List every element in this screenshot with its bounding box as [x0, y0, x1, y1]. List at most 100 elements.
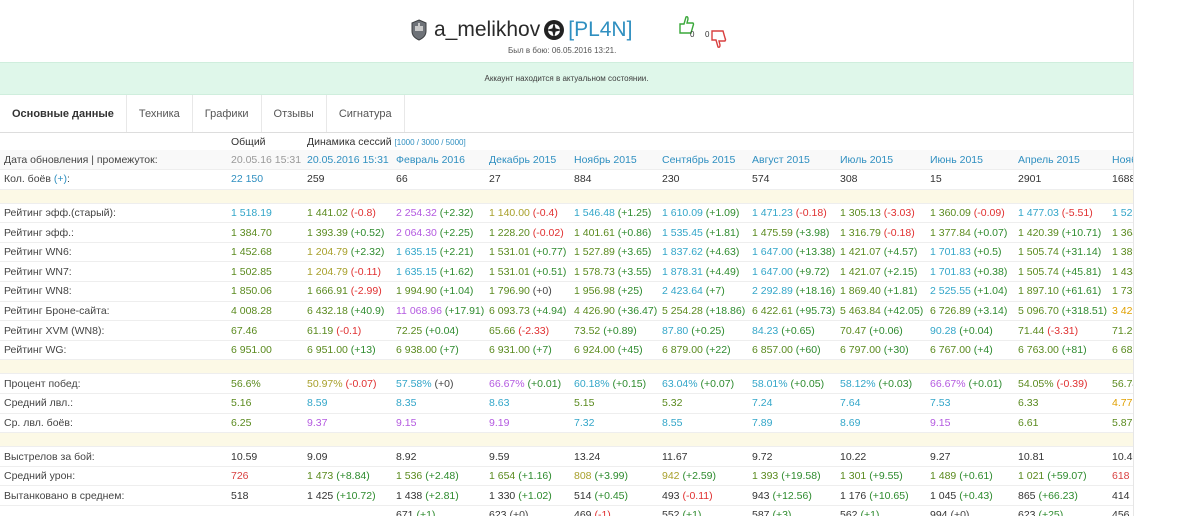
period-cell: 8.55: [658, 413, 748, 434]
period-value: 1 535.45: [662, 226, 703, 239]
row-label: Рейтинг эфф.(старый):: [0, 203, 227, 224]
table-row: Вытанковано в среднем: 518 1 425 (+10.72) 1…: [0, 485, 1133, 506]
period-delta: (+10.71): [1061, 226, 1102, 239]
battles-count: 66: [392, 169, 485, 190]
period-value: 2 064.30: [396, 226, 437, 239]
period-cell: 1 654 (+1.16): [485, 466, 570, 487]
period-cell: 5.32: [658, 393, 748, 414]
period-delta: (+22): [705, 344, 731, 357]
period-link[interactable]: Декабрь 2015: [485, 150, 570, 171]
tab-signature[interactable]: Сигнатура: [327, 95, 405, 132]
period-cell: 1 666.91 (-2.99): [303, 281, 392, 302]
period-link[interactable]: Июнь 2015: [926, 150, 1014, 171]
clan-emblem-icon[interactable]: [543, 19, 565, 41]
period-delta: (-1): [594, 509, 611, 516]
period-value: 84.23: [752, 324, 779, 337]
row-label: Рейтинг Броне-сайта:: [0, 301, 227, 322]
overall-value: 1 850.06: [227, 281, 303, 302]
period-value: 71.44: [1018, 324, 1045, 337]
period-value: 1 473: [307, 470, 334, 483]
period-value: 1 546.48: [574, 206, 615, 219]
period-delta: (+42.05): [883, 304, 924, 317]
period-cell: 1 737: [1108, 281, 1133, 302]
period-delta: (+0.06): [869, 324, 903, 337]
clan-tag-link[interactable]: [PL4N]: [568, 18, 633, 41]
period-link[interactable]: Февраль 2016: [392, 150, 485, 171]
period-cell: 6 924.00 (+45): [570, 340, 658, 361]
period-link[interactable]: Ноябр: [1108, 150, 1133, 171]
period-cell: 84.23 (+0.65): [748, 320, 836, 341]
table-row: 671 (+1) 623 (+0) 469 (-1) 552 (+1) 587 (+3)…: [0, 505, 1133, 516]
period-value: 11.67: [662, 450, 688, 463]
period-cell: 1 393 (+19.58): [748, 466, 836, 487]
period-link[interactable]: Июль 2015: [836, 150, 926, 171]
period-cell: 1 420.39 (+10.71): [1014, 222, 1108, 243]
period-cell: 71.44 (-3.31): [1014, 320, 1108, 341]
period-cell: 623 (+0): [485, 505, 570, 516]
period-value: 1 956.98: [574, 285, 615, 298]
tab-charts[interactable]: Графики: [193, 95, 262, 132]
period-value: 5 463.84: [840, 304, 881, 317]
spacer-cell: [0, 359, 1133, 375]
period-cell: 9.27: [926, 446, 1014, 467]
row-label: Средний урон:: [0, 466, 227, 487]
dynamics-range-links[interactable]: [1000 / 3000 / 5000]: [394, 137, 466, 147]
period-cell: 6 797.00 (+30): [836, 340, 926, 361]
period-link[interactable]: Сентябрь 2015: [658, 150, 748, 171]
period-cell: 58.01% (+0.05): [748, 373, 836, 395]
period-value: 9.15: [930, 416, 951, 429]
period-value: 9.09: [307, 450, 328, 463]
period-value: 6 432.18: [307, 304, 348, 317]
period-cell: 61.19 (-0.1): [303, 320, 392, 341]
period-delta: (-0.02): [532, 226, 564, 239]
row-label: Выстрелов за бой:: [0, 446, 227, 467]
period-value: 1 635.15: [396, 246, 437, 259]
tab-main-data[interactable]: Основные данные: [0, 95, 127, 132]
period-value: 493: [662, 489, 680, 502]
period-delta: (-0.11): [350, 265, 381, 278]
period-value: 1 420.39: [1018, 226, 1059, 239]
battles-count: 2901: [1014, 169, 1108, 190]
period-delta: (+0.25): [691, 324, 725, 337]
period-value: 6 763.00: [1018, 344, 1059, 357]
period-delta: (-5.51): [1061, 206, 1093, 219]
period-value: 7.64: [840, 397, 861, 410]
period-value: 1 737: [1112, 285, 1133, 298]
period-cell: 1 635.15 (+1.62): [392, 261, 485, 283]
tab-reviews[interactable]: Отзывы: [262, 95, 327, 132]
period-delta: (-0.18): [883, 226, 915, 239]
battles-expand-link[interactable]: (+): [53, 173, 68, 186]
period-delta: (+13.38): [795, 246, 836, 259]
period-value: 1 316.79: [840, 226, 881, 239]
period-link[interactable]: Апрель 2015: [1014, 150, 1108, 171]
period-link[interactable]: 20.05.2016 15:31: [303, 150, 392, 171]
period-link[interactable]: Август 2015: [748, 150, 836, 171]
period-cell: 10.22: [836, 446, 926, 467]
period-delta: (+13): [350, 344, 376, 357]
period-delta: (+7): [705, 285, 725, 298]
period-delta: (+0.38): [973, 265, 1008, 278]
period-cell: 90.28 (+0.04): [926, 320, 1014, 341]
period-value: 66.67%: [930, 377, 966, 390]
period-cell: 5 096.70 (+318.51): [1014, 301, 1108, 322]
overall-value: 6 951.00: [227, 340, 303, 361]
period-cell: 4 426.90 (+36.47): [570, 301, 658, 322]
period-value: 6 924.00: [574, 344, 615, 357]
thumbs-up-icon[interactable]: [676, 14, 696, 36]
thumbs-down-icon[interactable]: [708, 28, 728, 50]
period-cell: 1 434: [1108, 261, 1133, 283]
period-link[interactable]: Ноябрь 2015: [570, 150, 658, 171]
period-cell: 1 401.61 (+0.86): [570, 222, 658, 243]
tab-vehicles[interactable]: Техника: [127, 95, 193, 132]
period-value: 70.47: [840, 324, 867, 337]
period-cell: 552 (+1): [658, 505, 748, 516]
period-value: 1 425: [307, 489, 334, 502]
period-cell: 9.15: [392, 413, 485, 434]
period-value: 8.59: [307, 397, 328, 410]
period-value: 10.46: [1112, 450, 1133, 463]
period-cell: 1 869.40 (+1.81): [836, 281, 926, 302]
period-value: 58.12%: [840, 377, 876, 390]
period-cell: 2 423.64 (+7): [658, 281, 748, 302]
period-cell: 8.92: [392, 446, 485, 467]
period-cell: 2 254.32 (+2.32): [392, 203, 485, 224]
